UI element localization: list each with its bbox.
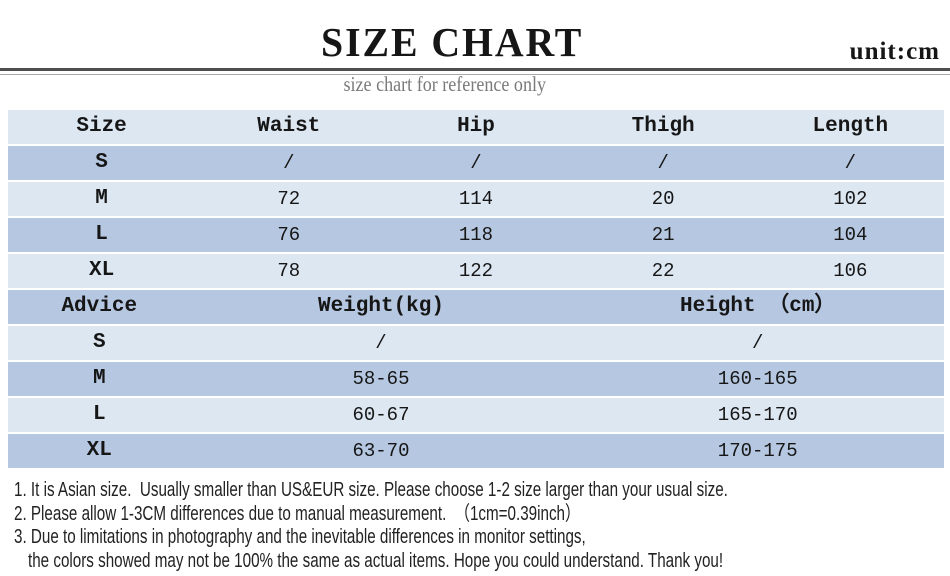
table-row-l: L 76 118 21 104: [8, 218, 944, 252]
column-header-size: Size: [76, 115, 127, 138]
table-row-s: S / / / /: [8, 146, 944, 180]
weight-value: 60-67: [352, 404, 410, 426]
advice-header-row: Advice Weight(kg) Height （cm）: [8, 290, 944, 324]
length-value: /: [844, 152, 857, 174]
length-value: 106: [833, 260, 868, 282]
thigh-value: 22: [651, 260, 675, 282]
size-table-header-row: Size Waist Hip Thigh Length: [8, 110, 944, 144]
waist-value: 78: [277, 260, 301, 282]
column-header-hip: Hip: [457, 115, 495, 138]
subtitle: size chart for reference only: [343, 72, 547, 96]
advice-row-xl: XL 63-70 170-175: [8, 434, 944, 468]
notes-section: 1. It is Asian size. Usually smaller tha…: [14, 479, 944, 573]
waist-value: 76: [277, 224, 301, 246]
height-value: /: [752, 332, 764, 354]
hip-value: 122: [458, 260, 494, 282]
column-header-waist: Waist: [257, 115, 321, 138]
waist-value: /: [283, 152, 295, 174]
hip-value: 114: [458, 188, 494, 210]
waist-value: 72: [277, 188, 301, 210]
size-label: L: [95, 223, 108, 246]
size-label: XL: [86, 439, 112, 462]
table-row-xl: XL 78 122 22 106: [8, 254, 944, 288]
column-header-weight: Weight(kg): [317, 295, 444, 318]
size-label: S: [95, 151, 108, 174]
header: SIZE CHART: [0, 22, 905, 63]
hip-value: 118: [458, 224, 494, 246]
advice-row-s: S / /: [8, 326, 944, 360]
note-2: 2. Please allow 1-3CM differences due to…: [14, 502, 581, 525]
size-label: S: [92, 331, 106, 354]
column-header-height: Height （cm）: [680, 295, 836, 318]
note-3-continued: the colors showed may not be 100% the sa…: [28, 549, 724, 572]
height-value: 170-175: [717, 440, 798, 462]
divider-line: [0, 68, 950, 75]
thigh-value: /: [657, 152, 669, 174]
height-value: 165-170: [717, 404, 798, 426]
column-header-advice: Advice: [61, 295, 138, 318]
size-table: Size Waist Hip Thigh Length S / / / / M …: [8, 110, 944, 470]
length-value: 104: [833, 224, 868, 246]
unit-label: unit:cm: [849, 38, 940, 65]
subtitle-wrap: size chart for reference only: [0, 72, 890, 96]
column-header-length: Length: [812, 115, 889, 138]
size-label: M: [92, 367, 106, 390]
note-1: 1. It is Asian size. Usually smaller tha…: [14, 479, 728, 501]
table-row-m: M 72 114 20 102: [8, 182, 944, 216]
length-value: 102: [833, 188, 868, 210]
weight-value: 58-65: [352, 368, 410, 390]
thigh-value: 20: [651, 188, 675, 210]
weight-value: /: [375, 332, 387, 354]
size-label: L: [92, 403, 106, 426]
hip-value: /: [470, 152, 482, 174]
size-label: XL: [88, 259, 115, 282]
weight-value: 63-70: [352, 440, 410, 462]
advice-row-l: L 60-67 165-170: [8, 398, 944, 432]
page-title: SIZE CHART: [321, 19, 584, 65]
note-3: 3. Due to limitations in photography and…: [14, 526, 586, 548]
height-value: 160-165: [717, 368, 798, 390]
size-label: M: [95, 187, 108, 210]
advice-row-m: M 58-65 160-165: [8, 362, 944, 396]
thigh-value: 21: [651, 224, 675, 246]
column-header-thigh: Thigh: [631, 115, 695, 138]
